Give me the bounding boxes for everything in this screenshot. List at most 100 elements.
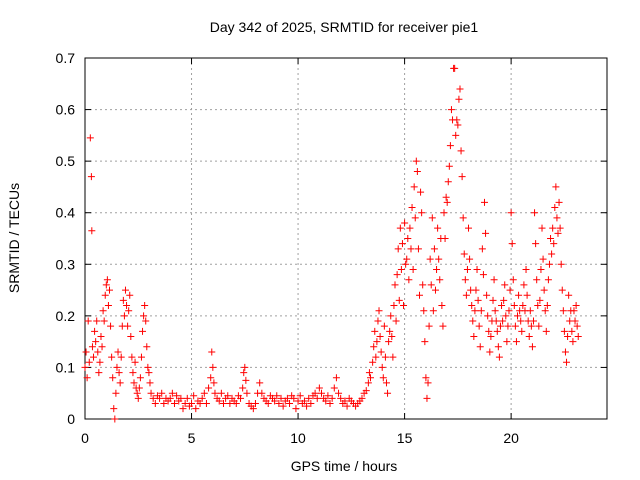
data-point (209, 363, 217, 371)
data-point (108, 353, 116, 361)
data-point (109, 374, 117, 382)
data-point (408, 204, 416, 212)
data-point (536, 296, 544, 304)
data-point (416, 291, 424, 299)
data-point (99, 307, 107, 315)
data-point (129, 369, 137, 377)
data-point (571, 317, 579, 325)
data-point (453, 116, 461, 124)
data-point (277, 394, 285, 402)
data-point (143, 343, 151, 351)
data-point (400, 302, 408, 310)
data-point (522, 265, 530, 273)
data-point (364, 379, 372, 387)
data-point (300, 397, 308, 405)
data-point (330, 384, 338, 392)
data-point (393, 271, 401, 279)
data-point (396, 224, 404, 232)
data-point (535, 322, 543, 330)
data-point (456, 85, 464, 93)
data-point (447, 106, 455, 114)
data-point (146, 379, 154, 387)
data-point (421, 338, 429, 346)
data-point (394, 245, 402, 253)
data-point (240, 369, 248, 377)
data-point (196, 400, 204, 408)
data-point (445, 162, 453, 170)
data-point (454, 121, 462, 129)
data-point (519, 302, 527, 310)
data-point (370, 343, 378, 351)
data-point (192, 405, 200, 413)
data-point (398, 240, 406, 248)
data-point (555, 198, 563, 206)
data-point (200, 389, 208, 397)
data-point (311, 389, 319, 397)
data-point (428, 214, 436, 222)
data-point (367, 374, 375, 382)
data-point (106, 286, 114, 294)
data-point (382, 379, 390, 387)
data-point (570, 307, 578, 315)
data-point (537, 265, 545, 273)
data-point (294, 397, 302, 405)
data-point (485, 327, 493, 335)
data-point (372, 353, 380, 361)
data-point (403, 255, 411, 263)
data-point (438, 302, 446, 310)
data-point (387, 312, 395, 320)
data-point (381, 353, 389, 361)
data-point (112, 389, 120, 397)
data-point (509, 276, 517, 284)
data-point (296, 392, 304, 400)
data-point (215, 397, 223, 405)
data-point (484, 312, 492, 320)
data-point (183, 394, 191, 402)
data-point (371, 327, 379, 335)
data-point (439, 322, 447, 330)
data-point (391, 281, 399, 289)
data-point (458, 173, 466, 181)
data-point (341, 397, 349, 405)
data-point (142, 317, 150, 325)
data-point (508, 240, 516, 248)
y-tick-label: 0.2 (56, 308, 76, 324)
data-point (459, 214, 467, 222)
data-point (86, 134, 94, 142)
data-point (243, 389, 251, 397)
data-point (115, 369, 123, 377)
data-point (208, 348, 216, 356)
data-point (135, 384, 143, 392)
data-point (565, 291, 573, 299)
grid (85, 58, 607, 419)
data-point (503, 338, 511, 346)
data-point (457, 147, 465, 155)
data-point (82, 348, 90, 356)
data-point (207, 374, 215, 382)
data-point (249, 405, 257, 413)
data-point (307, 400, 315, 408)
data-point (113, 363, 121, 371)
data-point (573, 322, 581, 330)
data-point (85, 358, 93, 366)
data-point (531, 209, 539, 217)
data-point (507, 209, 515, 217)
data-point (84, 317, 92, 325)
data-point (389, 353, 397, 361)
data-point (468, 302, 476, 310)
data-point (376, 332, 384, 340)
data-point (386, 327, 394, 335)
y-axis-label: SRMTID / TECUs (6, 183, 22, 293)
data-point (440, 209, 448, 217)
data-point (474, 296, 482, 304)
data-point (392, 317, 400, 325)
data-point (500, 296, 508, 304)
data-point (572, 302, 580, 310)
data-point (426, 255, 434, 263)
data-point (463, 265, 471, 273)
data-point (512, 338, 520, 346)
data-point (211, 389, 219, 397)
data-point (156, 394, 164, 402)
data-point (451, 64, 459, 72)
data-point (326, 400, 334, 408)
